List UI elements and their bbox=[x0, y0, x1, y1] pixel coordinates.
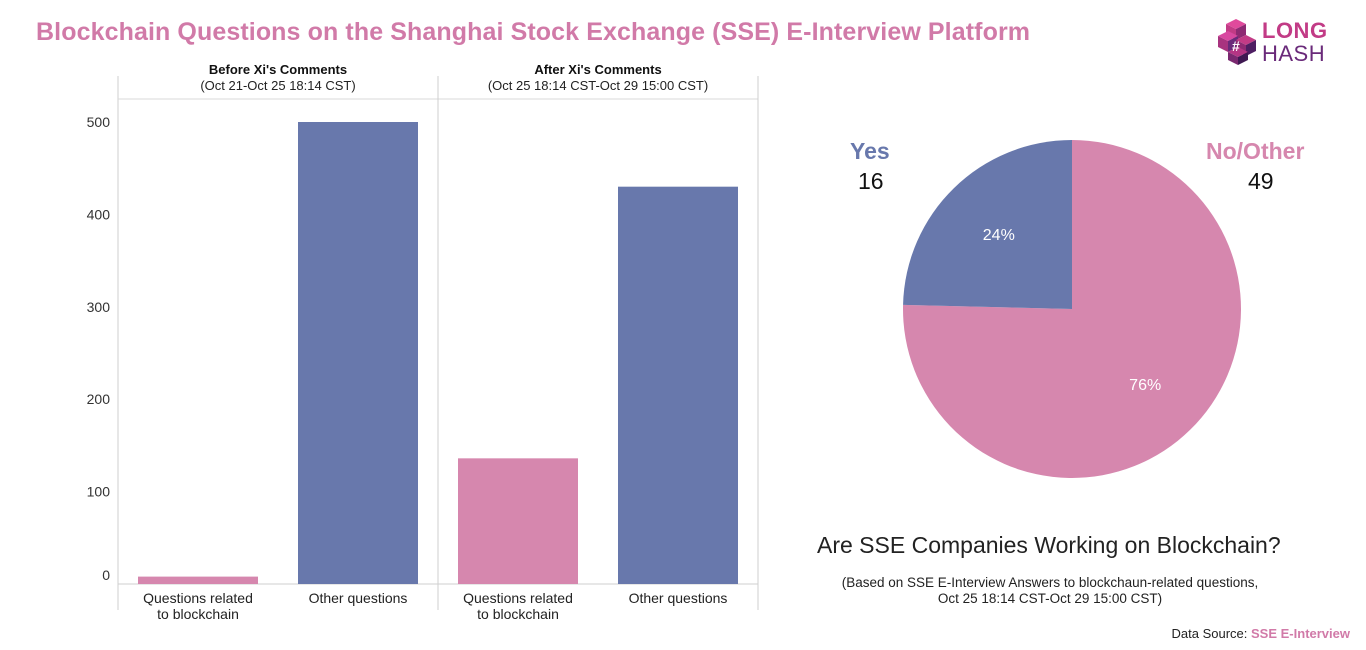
pie-percent-label: 76% bbox=[1129, 377, 1161, 394]
y-tick-label: 100 bbox=[87, 484, 111, 500]
svg-text:#: # bbox=[1232, 38, 1240, 54]
longhash-logo: # LONG HASH bbox=[1214, 18, 1334, 68]
panel-subtitle: (Oct 21-Oct 25 18:14 CST) bbox=[200, 78, 355, 93]
panel-subtitle: (Oct 25 18:14 CST-Oct 29 15:00 CST) bbox=[488, 78, 708, 93]
panel-title: Before Xi's Comments bbox=[209, 62, 347, 77]
x-category-label: to blockchain bbox=[477, 606, 559, 622]
bar bbox=[298, 122, 418, 584]
y-tick-label: 400 bbox=[87, 206, 111, 222]
pie-label-no-name: No/Other bbox=[1206, 138, 1305, 164]
pie-subtitle-line: Oct 25 18:14 CST-Oct 29 15:00 CST) bbox=[937, 591, 1163, 606]
logo-word-hash: HASH bbox=[1262, 41, 1326, 66]
x-category-label: Questions related bbox=[463, 590, 573, 606]
x-category-label: Other questions bbox=[309, 590, 408, 606]
data-source: Data Source: SSE E-Interview bbox=[1172, 626, 1350, 641]
y-tick-label: 0 bbox=[102, 567, 110, 583]
pie-label-yes-name: Yes bbox=[850, 138, 890, 164]
pie-chart-title: Are SSE Companies Working on Blockchain? bbox=[817, 532, 1281, 558]
logo-word-long: LONG bbox=[1262, 18, 1328, 43]
bar bbox=[458, 458, 578, 584]
x-category-label: to blockchain bbox=[157, 606, 239, 622]
bar bbox=[618, 186, 738, 584]
pie-subtitle-line: (Based on SSE E-Interview Answers to blo… bbox=[841, 575, 1259, 590]
y-tick-label: 500 bbox=[87, 114, 111, 130]
pie-slice bbox=[903, 140, 1241, 478]
x-category-label: Other questions bbox=[629, 590, 728, 606]
pie-slice bbox=[903, 140, 1072, 309]
bar bbox=[138, 576, 258, 584]
data-source-name: SSE E-Interview bbox=[1251, 626, 1350, 641]
y-tick-label: 200 bbox=[87, 391, 111, 407]
data-source-prefix: Data Source: bbox=[1171, 626, 1252, 641]
y-tick-label: 300 bbox=[87, 299, 111, 315]
x-category-label: Questions related bbox=[143, 590, 253, 606]
pie-chart-subtitle: (Based on SSE E-Interview Answers to blo… bbox=[840, 575, 1260, 607]
pie-label-yes-value: 16 bbox=[858, 168, 884, 194]
cube-logo-icon: # bbox=[1218, 19, 1256, 65]
pie-label-no-value: 49 bbox=[1248, 168, 1274, 194]
pie-percent-label: 24% bbox=[983, 227, 1015, 244]
chart-title: Blockchain Questions on the Shanghai Sto… bbox=[36, 18, 1031, 46]
panel-title: After Xi's Comments bbox=[534, 62, 661, 77]
